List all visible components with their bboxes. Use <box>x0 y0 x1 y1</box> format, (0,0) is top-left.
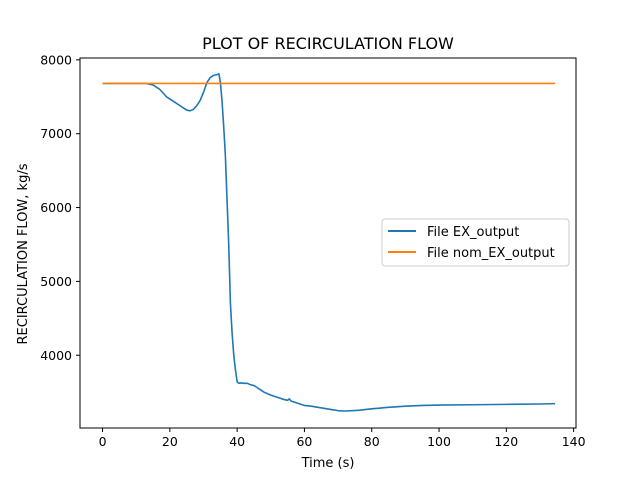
series-line-ex-output <box>102 73 556 412</box>
y-tick-label: 5000 <box>40 274 72 289</box>
x-tick-label: 40 <box>229 434 245 449</box>
y-axis-label: RECIRCULATION FLOW, kg/s <box>16 163 31 344</box>
x-tick-label: 0 <box>99 434 107 449</box>
legend-box <box>381 218 570 267</box>
plot-area-frame <box>79 57 577 429</box>
chart-title: PLOT OF RECIRCULATION FLOW <box>202 34 454 53</box>
legend-label-ex-output: File EX_output <box>427 225 519 240</box>
x-axis-ticks: 0 20 40 60 80 100 120 140 <box>99 428 586 449</box>
y-tick-label: 8000 <box>40 52 72 67</box>
x-tick-label: 140 <box>562 434 586 449</box>
x-tick-label: 100 <box>427 434 451 449</box>
x-tick-label: 120 <box>494 434 518 449</box>
legend: File EX_output File nom_EX_output <box>381 218 570 267</box>
x-tick-label: 60 <box>296 434 312 449</box>
y-tick-label: 7000 <box>40 126 72 141</box>
x-tick-label: 20 <box>162 434 178 449</box>
y-tick-label: 6000 <box>40 200 72 215</box>
x-tick-label: 80 <box>364 434 380 449</box>
x-axis-label: Time (s) <box>301 456 355 471</box>
y-tick-label: 4000 <box>40 348 72 363</box>
y-axis-ticks: 4000 5000 6000 7000 8000 <box>40 52 80 363</box>
series-lines <box>102 73 556 412</box>
legend-label-nom-ex-output: File nom_EX_output <box>427 246 555 261</box>
